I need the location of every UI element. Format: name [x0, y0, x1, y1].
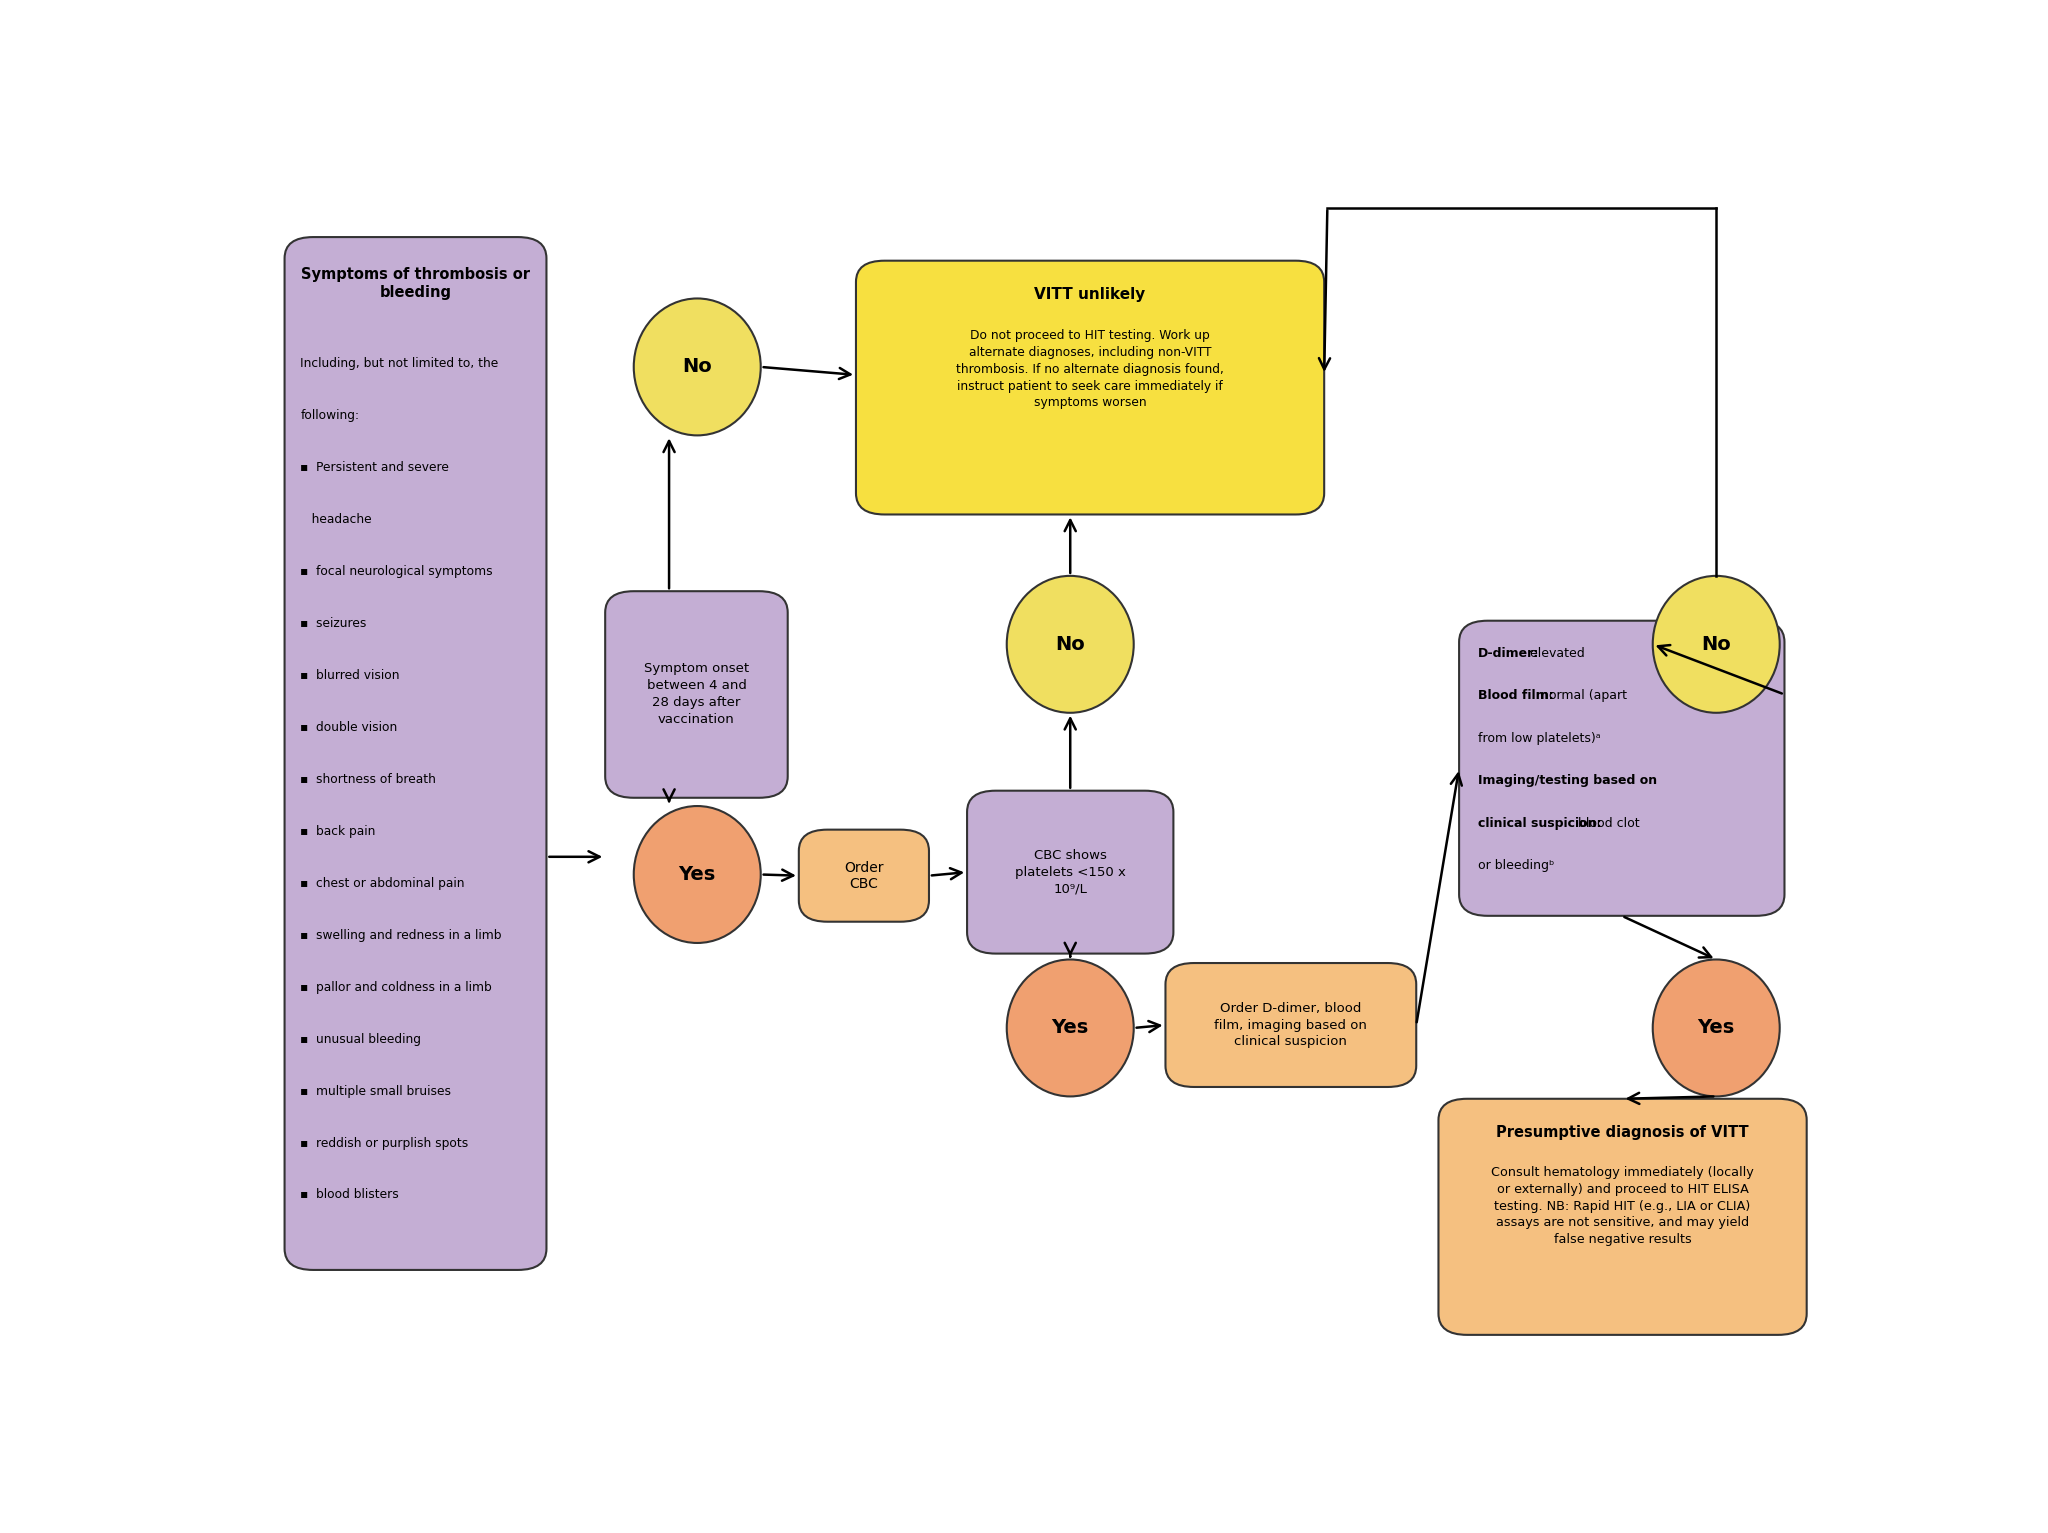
Text: Symptom onset
between 4 and
28 days after
vaccination: Symptom onset between 4 and 28 days afte… [643, 662, 750, 727]
Text: clinical suspicion:: clinical suspicion: [1479, 817, 1602, 829]
Text: CBC shows
platelets <150 x
10⁹/L: CBC shows platelets <150 x 10⁹/L [1016, 849, 1126, 895]
Text: ▪  unusual bleeding: ▪ unusual bleeding [301, 1033, 422, 1046]
Ellipse shape [1653, 576, 1780, 713]
Ellipse shape [1008, 576, 1135, 713]
Ellipse shape [633, 806, 760, 943]
Text: No: No [1055, 635, 1085, 653]
FancyBboxPatch shape [1458, 621, 1784, 915]
Text: or bleedingᵇ: or bleedingᵇ [1479, 858, 1554, 872]
Text: Order
CBC: Order CBC [844, 860, 883, 891]
Text: Do not proceed to HIT testing. Work up
alternate diagnoses, including non-VITT
t: Do not proceed to HIT testing. Work up a… [956, 330, 1225, 409]
FancyBboxPatch shape [285, 238, 547, 1269]
Text: ▪  blurred vision: ▪ blurred vision [301, 668, 399, 682]
Text: ▪  blood blisters: ▪ blood blisters [301, 1188, 399, 1202]
Text: ▪  Persistent and severe: ▪ Persistent and severe [301, 461, 449, 474]
Text: headache: headache [301, 514, 373, 526]
Text: D-dimer:: D-dimer: [1479, 647, 1540, 659]
Ellipse shape [1008, 960, 1135, 1096]
Text: blood clot: blood clot [1573, 817, 1640, 829]
Text: Order D-dimer, blood
film, imaging based on
clinical suspicion: Order D-dimer, blood film, imaging based… [1214, 1001, 1368, 1049]
Text: VITT unlikely: VITT unlikely [1034, 287, 1145, 302]
Text: Consult hematology immediately (locally
or externally) and proceed to HIT ELISA
: Consult hematology immediately (locally … [1491, 1167, 1753, 1246]
FancyBboxPatch shape [856, 261, 1325, 515]
Text: No: No [682, 357, 713, 377]
Text: ▪  shortness of breath: ▪ shortness of breath [301, 773, 436, 786]
Text: Yes: Yes [1698, 1018, 1735, 1038]
Text: normal (apart: normal (apart [1536, 690, 1626, 702]
Text: Blood film:: Blood film: [1479, 690, 1554, 702]
FancyBboxPatch shape [967, 791, 1174, 954]
Text: ▪  multiple small bruises: ▪ multiple small bruises [301, 1085, 451, 1098]
Text: Including, but not limited to, the: Including, but not limited to, the [301, 357, 500, 371]
FancyBboxPatch shape [1165, 963, 1417, 1087]
Text: ▪  focal neurological symptoms: ▪ focal neurological symptoms [301, 566, 494, 578]
Text: ▪  chest or abdominal pain: ▪ chest or abdominal pain [301, 877, 465, 889]
Text: following:: following: [301, 409, 360, 423]
Text: Yes: Yes [678, 865, 717, 885]
Ellipse shape [1653, 960, 1780, 1096]
Text: Presumptive diagnosis of VITT: Presumptive diagnosis of VITT [1497, 1125, 1749, 1139]
FancyBboxPatch shape [606, 592, 788, 797]
Text: Imaging/testing based on: Imaging/testing based on [1479, 774, 1657, 786]
Text: No: No [1702, 635, 1731, 653]
Text: ▪  seizures: ▪ seizures [301, 618, 367, 630]
Text: ▪  pallor and coldness in a limb: ▪ pallor and coldness in a limb [301, 981, 492, 993]
Text: from low platelets)ᵃ: from low platelets)ᵃ [1479, 731, 1602, 745]
Text: ▪  swelling and redness in a limb: ▪ swelling and redness in a limb [301, 929, 502, 941]
Text: Yes: Yes [1051, 1018, 1090, 1038]
Text: elevated: elevated [1526, 647, 1585, 659]
Text: Symptoms of thrombosis or
bleeding: Symptoms of thrombosis or bleeding [301, 267, 530, 300]
Text: ▪  reddish or purplish spots: ▪ reddish or purplish spots [301, 1136, 469, 1150]
Text: ▪  double vision: ▪ double vision [301, 721, 397, 734]
Ellipse shape [633, 299, 760, 435]
Text: ▪  back pain: ▪ back pain [301, 825, 377, 839]
FancyBboxPatch shape [799, 829, 930, 921]
FancyBboxPatch shape [1438, 1099, 1806, 1335]
